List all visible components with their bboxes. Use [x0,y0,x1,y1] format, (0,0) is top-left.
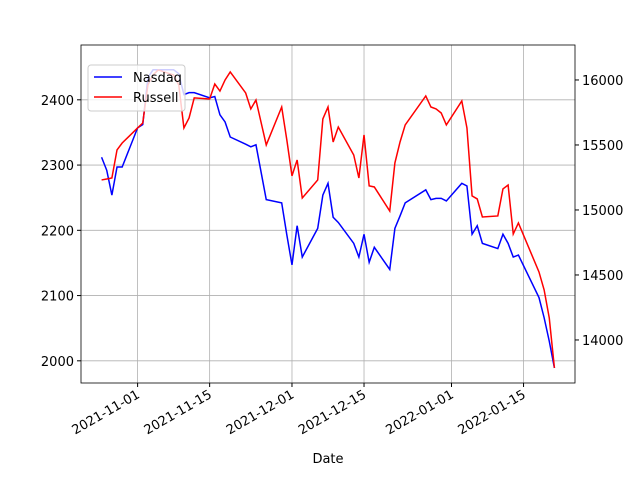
x-tick-label: 2021-11-15 [142,387,215,438]
y2-tick-label: 14000 [582,334,623,349]
y-tick-label: 2300 [41,159,74,174]
x-tick-label: 2021-12-15 [296,387,369,438]
x-tick-label: 2022-01-15 [456,387,529,438]
x-axis-label: Date [312,452,343,467]
y2-tick-label: 16000 [582,74,623,89]
legend-label: Russell [133,91,178,106]
line-series [101,69,556,368]
y2-tick-label: 14500 [582,269,623,284]
legend: Nasdaq Russell [87,64,186,112]
y2-tick-label: 15000 [582,204,623,219]
line-series [100,69,556,369]
y-tick-label: 2200 [41,224,74,239]
plot-frame [80,44,576,384]
x-tick-label: 2022-01-01 [384,387,457,438]
legend-label: Nasdaq [133,71,182,86]
y2-tick-label: 15500 [582,139,623,154]
y-tick-label: 2000 [41,355,74,370]
y-tick-label: 2100 [41,290,74,305]
x-tick-label: 2021-12-01 [224,387,297,438]
x-tick-label: 2021-11-01 [70,387,143,438]
y-tick-label: 2400 [41,94,74,109]
